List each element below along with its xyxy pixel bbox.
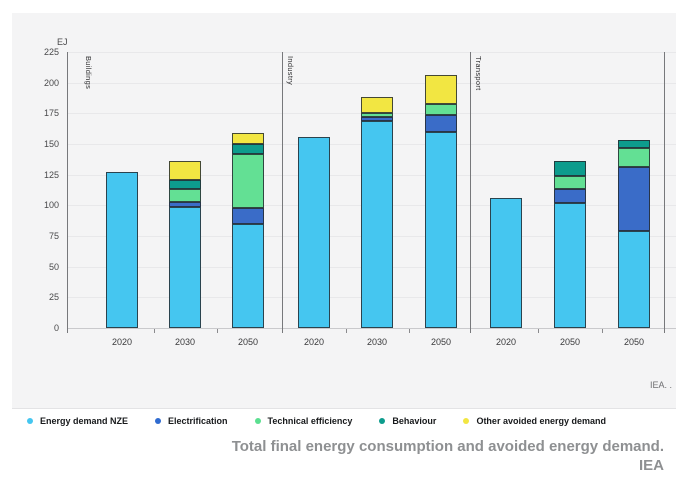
bar-segment: [618, 231, 650, 328]
legend-label: Electrification: [168, 416, 228, 426]
x-axis-category-label: 2020: [495, 337, 517, 347]
legend-dot-icon: [254, 418, 261, 424]
bar-segment: [169, 179, 201, 190]
bar-segment: [554, 189, 586, 203]
panel-divider: [470, 52, 471, 333]
bar-segment: [232, 153, 264, 208]
x-axis-category-label: 2020: [111, 337, 133, 347]
y-axis-line: [67, 52, 68, 333]
bar-segment: [554, 202, 586, 328]
bar-segment: [554, 175, 586, 190]
x-axis-tick: [409, 329, 410, 333]
bar-segment: [232, 144, 264, 154]
legend-dot-icon: [379, 418, 386, 424]
legend-item: Behaviour: [379, 416, 436, 426]
caption-title: Total final energy consumption and avoid…: [231, 438, 664, 455]
bar-segment: [361, 97, 393, 114]
legend-item: Electrification: [155, 416, 228, 426]
chart-card: EJ 0 25 50 75 100 125 150 175 200 225 Buildings 202…: [12, 13, 676, 433]
x-axis-category-label: 2030: [174, 337, 196, 347]
gridline: [67, 52, 676, 53]
x-axis-category-label: 2020: [303, 337, 325, 347]
legend-dot-icon: [27, 418, 33, 424]
x-axis-tick: [602, 329, 603, 333]
legend-label: Technical efficiency: [267, 416, 353, 426]
bar-segment: [169, 201, 201, 207]
bar-segment: [425, 103, 457, 115]
legend-item: Technical efficiency: [254, 416, 353, 426]
y-axis-tick-label: 125: [43, 169, 59, 180]
bar-segment: [361, 117, 393, 121]
bar-segment: [232, 207, 264, 224]
legend-item: Energy demand NZE: [27, 416, 128, 426]
x-axis-line: [67, 328, 676, 329]
y-axis-unit-label: EJ: [57, 37, 68, 47]
y-axis-tick-label: 50: [48, 261, 59, 272]
y-axis-tick-label: 150: [43, 139, 59, 149]
y-axis-tick-label: 0: [53, 323, 59, 333]
x-axis-category-label: 2050: [237, 337, 259, 347]
bar-segment: [425, 114, 457, 132]
x-axis-category-label: 2050: [623, 337, 645, 347]
panel-label-industry: Industry: [286, 56, 295, 86]
bar-segment: [490, 197, 522, 328]
y-axis-tick-label: 25: [48, 292, 59, 303]
attribution-text: IEA. .: [650, 380, 673, 390]
x-axis-category-label: 2050: [559, 337, 581, 347]
caption: Total final energy consumption and avoid…: [0, 437, 664, 475]
legend-label: Other avoided energy demand: [476, 416, 606, 426]
y-axis-tick-label: 200: [43, 77, 59, 88]
bar-segment: [232, 223, 264, 328]
x-axis-tick: [153, 329, 155, 333]
legend-item: Other avoided energy demand: [463, 416, 606, 426]
panel-label-transport: Transport: [474, 56, 483, 91]
panel-divider: [282, 52, 283, 333]
legend-label: Behaviour: [392, 416, 437, 426]
legend-label: Energy demand NZE: [40, 416, 129, 426]
bar-segment: [361, 113, 393, 117]
x-axis-tick: [345, 329, 347, 333]
legend-dot-icon: [463, 418, 470, 424]
x-axis-tick: [538, 329, 539, 333]
legend: Energy demand NZE Electrification Technica…: [12, 408, 676, 433]
legend-dot-icon: [155, 418, 162, 424]
bar-segment: [425, 75, 457, 104]
bar-segment: [169, 161, 201, 180]
bar-segment: [618, 140, 650, 148]
bar-segment: [106, 172, 138, 328]
gridline: [67, 82, 676, 84]
bar-segment: [554, 161, 586, 176]
bar-segment: [425, 131, 457, 328]
bar-segment: [169, 189, 201, 202]
bar-segment: [232, 132, 264, 144]
y-axis-tick-label: 100: [43, 200, 59, 211]
y-axis-tick-label: 175: [43, 108, 59, 119]
x-axis-tick: [216, 329, 218, 333]
y-axis-tick-label: 75: [48, 231, 59, 241]
bar-segment: [618, 147, 650, 168]
caption-source: IEA: [638, 457, 664, 474]
bar-segment: [169, 206, 201, 328]
x-axis-category-label: 2030: [366, 337, 388, 347]
bar-segment: [298, 136, 330, 328]
plot-area: 0 25 50 75 100 125 150 175 200 225 Buildings 2020 20…: [12, 13, 676, 433]
y-axis-tick-label: 225: [43, 47, 59, 57]
panel-divider: [664, 52, 665, 333]
bar-segment: [361, 120, 393, 328]
bar-segment: [618, 167, 650, 232]
x-axis-category-label: 2050: [430, 337, 452, 347]
panel-label-buildings: Buildings: [84, 56, 93, 90]
